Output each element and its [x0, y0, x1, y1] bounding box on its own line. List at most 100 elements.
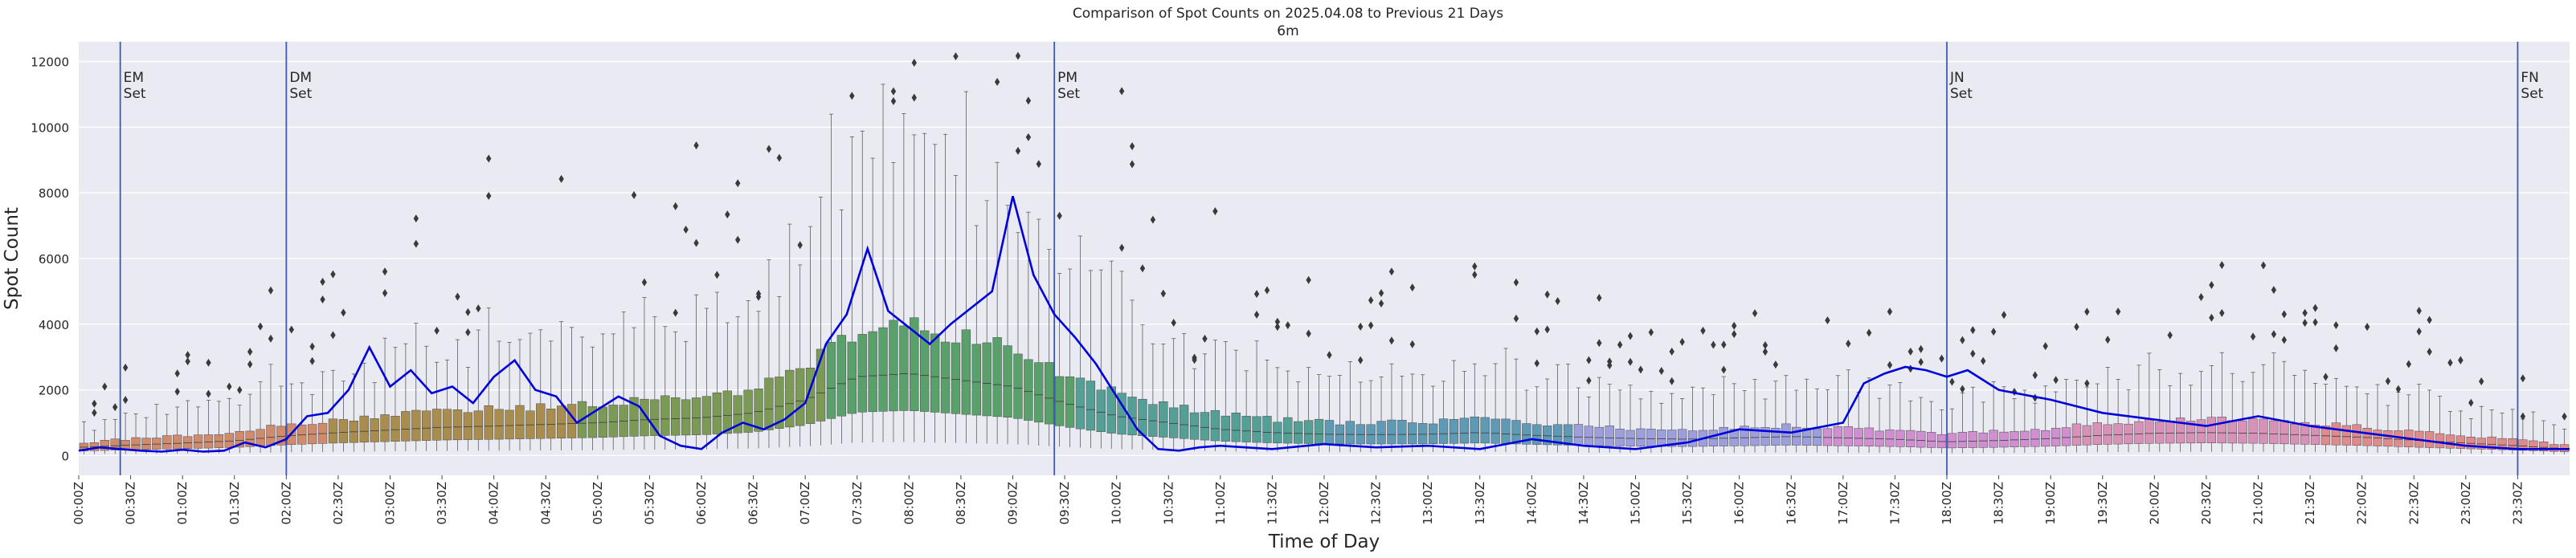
box	[2280, 420, 2289, 445]
outlier-point	[1981, 356, 1986, 365]
box	[556, 405, 566, 438]
outlier-point	[288, 325, 294, 334]
box	[1719, 426, 1728, 446]
box	[2352, 424, 2361, 446]
box	[473, 410, 483, 440]
outlier-point	[2312, 318, 2318, 327]
box	[857, 334, 867, 413]
box	[1252, 416, 1261, 443]
x-tick-labels: 00:00Z 00:30Z 01:00Z 01:30Z 02:00Z 02:30Z 03:0…	[72, 475, 2525, 525]
outlier-point	[1253, 290, 1260, 299]
x-tick-label: 15:30Z	[1680, 482, 1695, 525]
outlier-point	[2385, 377, 2391, 385]
x-tick-label: 01:30Z	[227, 482, 242, 525]
outlier-point	[1160, 289, 1166, 298]
box	[1781, 423, 1791, 446]
box	[1159, 401, 1168, 438]
outlier-point	[890, 97, 897, 106]
x-tick-label: 02:00Z	[279, 482, 293, 525]
box	[338, 419, 349, 443]
box	[1169, 407, 1179, 438]
outlier-point	[1388, 267, 1395, 276]
outlier-point	[1597, 339, 1602, 348]
box	[2103, 424, 2112, 445]
outlier-point	[1057, 211, 1062, 220]
x-tick-label: 19:00Z	[2043, 482, 2058, 525]
x-tick-label: 23:30Z	[2510, 482, 2525, 525]
box	[2259, 418, 2268, 444]
box	[1480, 417, 1490, 444]
box	[2331, 422, 2341, 446]
outlier-point	[1534, 327, 1539, 336]
box	[2487, 436, 2496, 450]
set-marker-label: Set	[1950, 86, 1973, 102]
outlier-point	[1274, 323, 1281, 332]
outlier-point	[1036, 160, 1041, 169]
outlier-point	[1990, 328, 1997, 336]
outlier-point	[206, 389, 211, 398]
box	[754, 389, 763, 432]
outlier-point	[257, 322, 264, 331]
box	[2539, 442, 2549, 452]
outlier-point	[1752, 309, 1758, 318]
x-tick-label: 04:30Z	[538, 482, 553, 525]
box	[1822, 428, 1833, 446]
box	[1086, 381, 1096, 431]
outlier-point	[1711, 340, 1716, 349]
box	[629, 397, 639, 437]
outlier-point	[1025, 96, 1032, 105]
box	[608, 405, 618, 438]
outlier-point	[102, 382, 108, 391]
box	[1231, 412, 1241, 442]
box	[2082, 425, 2092, 446]
box	[868, 331, 877, 413]
box	[2362, 428, 2372, 446]
outlier-point	[1358, 356, 1364, 365]
x-tick-label: 07:30Z	[850, 482, 865, 525]
box	[380, 414, 390, 442]
outlier-point	[413, 239, 419, 248]
box	[2217, 417, 2226, 444]
box	[1117, 393, 1126, 435]
outlier-point	[320, 295, 325, 303]
box	[847, 341, 857, 414]
box	[1262, 416, 1272, 443]
outlier-point	[1327, 351, 1332, 360]
box	[1677, 429, 1687, 447]
outlier-point	[2281, 310, 2287, 319]
outlier-point	[2074, 323, 2079, 332]
box	[1210, 409, 1221, 442]
outlier-point	[1264, 286, 1270, 295]
outlier-point	[735, 235, 741, 244]
box	[826, 341, 836, 419]
box	[660, 395, 670, 436]
set-marker-label: DM	[289, 70, 312, 86]
x-tick-label: 04:00Z	[487, 482, 501, 525]
box	[1096, 389, 1106, 433]
outlier-point	[247, 360, 253, 369]
outlier-point	[268, 334, 274, 343]
box	[1615, 429, 1625, 446]
box	[2165, 421, 2175, 444]
x-tick-label: 17:30Z	[1887, 482, 1902, 525]
box	[2051, 427, 2061, 446]
x-tick-label: 21:00Z	[2251, 482, 2266, 525]
outlier-point	[673, 202, 678, 210]
outlier-point	[2167, 331, 2173, 340]
x-tick-label: 06:30Z	[746, 482, 761, 525]
box	[193, 434, 203, 449]
outlier-point	[268, 286, 274, 295]
box-plots	[79, 51, 2570, 455]
box	[390, 416, 400, 442]
outlier-point	[2105, 336, 2111, 344]
outlier-point	[2209, 313, 2214, 322]
x-tick-label: 12:30Z	[1369, 482, 1384, 525]
outlier-point	[994, 78, 1000, 87]
box	[2310, 425, 2320, 445]
y-tick-label: 0	[61, 449, 69, 463]
box	[1470, 416, 1479, 444]
outlier-point	[953, 52, 959, 61]
x-tick-label: 08:00Z	[902, 482, 916, 525]
chart-subtitle: 6m	[1277, 23, 1298, 39]
outlier-point	[1648, 328, 1654, 336]
